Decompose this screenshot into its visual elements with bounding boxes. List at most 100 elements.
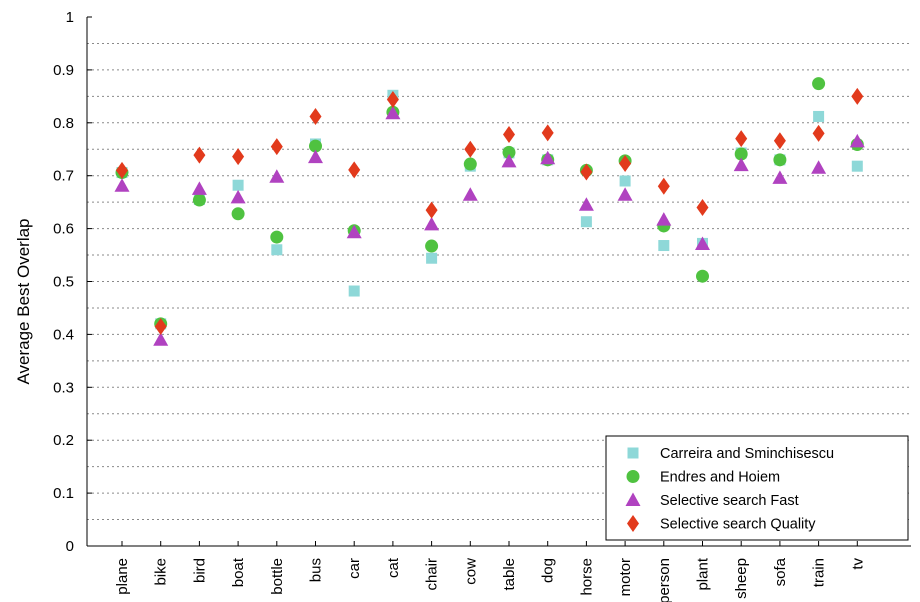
data-point	[464, 140, 477, 158]
y-tick-label: 0.3	[53, 379, 74, 396]
data-point	[348, 161, 361, 179]
data-point	[773, 132, 786, 150]
data-point	[696, 198, 709, 216]
data-point	[154, 317, 167, 335]
data-point	[502, 145, 516, 159]
data-point	[656, 212, 672, 226]
data-point	[619, 175, 631, 187]
data-point	[773, 153, 787, 167]
data-point	[849, 133, 865, 148]
legend-label: Selective search Fast	[660, 493, 799, 509]
data-point	[153, 332, 169, 346]
data-point	[270, 138, 283, 156]
data-point	[425, 239, 439, 253]
data-point	[193, 146, 206, 164]
x-tick-label: cat	[385, 557, 402, 578]
x-tick-label: chair	[424, 558, 441, 591]
x-tick-label: person	[656, 558, 673, 602]
legend-marker	[625, 492, 641, 506]
y-axis-title: Average Best Overlap	[14, 219, 33, 385]
x-tick-label: horse	[578, 558, 595, 596]
legend-box	[605, 435, 909, 541]
legend-marker	[627, 447, 639, 459]
data-point	[657, 177, 670, 195]
x-tick-label: boat	[230, 557, 247, 587]
data-points	[114, 77, 865, 346]
data-point	[733, 157, 749, 172]
data-point	[658, 240, 670, 252]
y-tick-label: 0.7	[53, 168, 74, 185]
data-point	[772, 170, 788, 184]
data-point	[348, 285, 360, 297]
x-tick-label: bike	[153, 558, 170, 586]
data-point	[426, 252, 438, 264]
data-point	[309, 107, 322, 125]
data-point	[232, 148, 245, 166]
legend-label: Endres and Hoiem	[660, 470, 780, 486]
x-tick-label: plant	[695, 557, 712, 590]
data-point	[695, 236, 710, 250]
data-point	[812, 124, 825, 142]
legend-label: Carreira and Sminchisescu	[660, 446, 834, 462]
data-point	[192, 193, 206, 207]
data-point	[230, 189, 246, 204]
data-point	[116, 161, 128, 179]
legend-marker	[627, 515, 639, 532]
data-point	[231, 207, 245, 221]
data-point	[851, 160, 863, 172]
data-point	[271, 244, 283, 256]
x-tick-label: train	[811, 558, 828, 587]
data-point	[308, 149, 323, 164]
data-point	[270, 230, 284, 244]
y-tick-label: 0.6	[53, 221, 74, 238]
data-point	[385, 105, 401, 120]
data-point	[463, 157, 477, 171]
y-tick-label: 0.2	[53, 432, 74, 449]
x-tick-label: bus	[308, 558, 325, 582]
x-tick-label: motor	[617, 558, 634, 596]
legend-label: Selective search Quality	[660, 517, 816, 533]
x-tick-label: sheep	[733, 558, 750, 599]
data-point	[503, 125, 515, 143]
x-tick-label: dog	[540, 558, 557, 583]
data-point	[309, 139, 322, 153]
x-tick-label: plane	[114, 558, 131, 595]
series-circle	[115, 77, 864, 331]
x-tick-label: car	[346, 558, 363, 579]
data-point	[425, 201, 438, 219]
data-point	[269, 169, 285, 183]
data-point	[812, 77, 826, 91]
data-point	[346, 224, 362, 239]
data-point	[232, 179, 244, 191]
data-point	[114, 178, 130, 192]
data-point	[386, 91, 399, 109]
data-point	[735, 130, 748, 148]
data-point	[578, 197, 594, 211]
y-tick-label: 0.9	[53, 62, 74, 79]
x-tick-label: tv	[849, 558, 866, 570]
data-point	[462, 187, 478, 201]
series-square	[116, 89, 863, 330]
data-point	[734, 147, 748, 161]
legend-marker	[626, 470, 640, 483]
data-point	[424, 216, 440, 231]
y-axis-ticks: 0 0.1 0.2 0.3 0.4 0.5 0.6 0.7 0.8 0.9 1	[53, 9, 92, 555]
x-tick-label: cow	[462, 558, 479, 585]
series-triangle	[114, 105, 865, 346]
y-tick-label: 0	[66, 538, 74, 555]
data-point	[813, 110, 825, 122]
x-tick-label: table	[501, 558, 518, 591]
y-tick-label: 0.4	[53, 326, 74, 343]
data-point	[580, 216, 592, 228]
x-tick-label: sofa	[772, 557, 789, 586]
data-point	[811, 160, 827, 174]
y-tick-label: 0.8	[53, 115, 74, 132]
x-tick-label: bird	[191, 558, 208, 583]
data-point	[501, 153, 517, 168]
data-point	[541, 124, 554, 142]
data-point	[617, 187, 633, 201]
data-point	[191, 181, 207, 195]
data-point	[851, 87, 864, 105]
gridlines	[87, 42, 911, 521]
